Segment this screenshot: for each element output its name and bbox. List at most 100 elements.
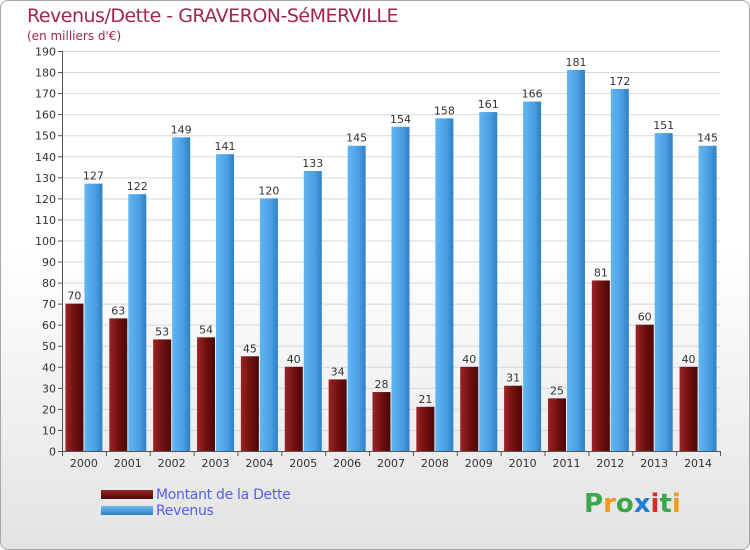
bar-revenus <box>347 145 366 451</box>
x-tick-label: 2001 <box>114 457 142 470</box>
y-tick-label: 70 <box>42 298 56 311</box>
data-label-debt: 28 <box>375 378 389 391</box>
legend-swatch-debt <box>101 490 153 499</box>
y-tick-label: 60 <box>42 319 56 332</box>
bar-debt <box>328 379 347 451</box>
bar-debt <box>197 337 216 451</box>
bar-revenus <box>84 183 103 451</box>
bar-revenus <box>303 171 322 451</box>
bar-debt <box>635 324 654 451</box>
y-tick-label: 110 <box>35 214 56 227</box>
y-tick-label: 160 <box>35 109 56 122</box>
data-label-revenus: 181 <box>565 56 586 69</box>
bar-revenus <box>128 194 147 451</box>
bar-revenus <box>654 133 673 451</box>
bar-revenus <box>479 112 498 451</box>
bar-revenus <box>172 137 191 451</box>
x-tick-label: 2000 <box>70 457 98 470</box>
y-tick-label: 100 <box>35 235 56 248</box>
logo-letter: x <box>633 489 651 519</box>
data-label-debt: 40 <box>287 353 301 366</box>
x-tick-label: 2007 <box>377 457 405 470</box>
data-label-debt: 60 <box>638 311 652 324</box>
logo-letter: P <box>584 489 604 519</box>
bar-debt <box>284 366 303 451</box>
gridlines <box>62 51 720 452</box>
data-label-revenus: 145 <box>697 132 718 145</box>
data-label-debt: 34 <box>331 365 345 378</box>
data-label-revenus: 151 <box>653 119 674 132</box>
x-tick-label: 2008 <box>421 457 449 470</box>
bar-revenus <box>391 126 410 451</box>
bar-debt <box>504 385 523 451</box>
data-label-revenus: 122 <box>127 180 148 193</box>
bar-revenus <box>523 101 542 452</box>
chart-subtitle: (en milliers d'€) <box>27 29 122 43</box>
bar-debt <box>109 318 128 451</box>
data-label-debt: 81 <box>594 266 608 279</box>
logo-letter: r <box>603 489 616 519</box>
data-label-revenus: 149 <box>171 123 192 136</box>
data-label-debt: 70 <box>67 290 81 303</box>
bar-debt <box>547 398 566 451</box>
data-label-debt: 21 <box>418 393 432 406</box>
y-tick-label: 180 <box>35 67 56 80</box>
y-tick-label: 40 <box>42 361 56 374</box>
bar-debt <box>65 303 84 451</box>
x-tick-label: 2011 <box>552 457 580 470</box>
logo-letter: o <box>615 489 634 519</box>
y-tick-label: 80 <box>42 277 56 290</box>
data-label-revenus: 133 <box>302 157 323 170</box>
data-label-revenus: 154 <box>390 113 411 126</box>
data-label-debt: 63 <box>111 304 125 317</box>
logo-letter: i <box>671 489 681 519</box>
y-tick-label: 130 <box>35 172 56 185</box>
data-label-revenus: 127 <box>83 170 104 183</box>
y-tick-label: 20 <box>42 403 56 416</box>
data-labels: 70 127 63 122 53 149 54 141 45 120 40 133 34 145 28 154… <box>67 56 718 406</box>
proxiti-logo[interactable]: Proxiti <box>584 489 681 519</box>
x-tick-label: 2002 <box>158 457 186 470</box>
data-label-revenus: 161 <box>478 98 499 111</box>
y-tick-label: 120 <box>35 193 56 206</box>
x-tick-label: 2012 <box>596 457 624 470</box>
y-tick-label: 10 <box>42 424 56 437</box>
x-tick-label: 2009 <box>465 457 493 470</box>
x-tick-label: 2013 <box>640 457 668 470</box>
bar-debt <box>240 356 259 451</box>
data-label-debt: 25 <box>550 384 564 397</box>
logo-letter: i <box>650 489 660 519</box>
data-label-revenus: 158 <box>434 104 455 117</box>
data-label-revenus: 120 <box>258 184 279 197</box>
x-tick-label: 2004 <box>245 457 273 470</box>
y-tick-label: 190 <box>35 46 56 59</box>
bar-debt <box>591 280 610 451</box>
data-label-debt: 40 <box>462 353 476 366</box>
legend-swatch-revenus <box>101 506 153 515</box>
y-tick-label: 30 <box>42 382 56 395</box>
y-tick-label: 90 <box>42 256 56 269</box>
y-tick-label: 140 <box>35 151 56 164</box>
bar-revenus <box>259 198 278 451</box>
bars <box>65 69 717 452</box>
y-tick-label: 50 <box>42 340 56 353</box>
x-tick-label: 2014 <box>684 457 712 470</box>
logo-letter: t <box>659 489 672 519</box>
data-label-debt: 31 <box>506 372 520 385</box>
data-label-revenus: 145 <box>346 132 367 145</box>
bar-revenus <box>435 118 454 452</box>
bar-debt <box>460 366 479 451</box>
x-tick-label: 2003 <box>202 457 230 470</box>
x-tick-label: 2005 <box>289 457 317 470</box>
x-tick-label: 2010 <box>509 457 537 470</box>
bar-debt <box>679 366 698 451</box>
data-label-debt: 45 <box>243 342 257 355</box>
bar-debt <box>153 339 172 451</box>
data-label-debt: 54 <box>199 323 213 336</box>
data-label-revenus: 141 <box>215 140 236 153</box>
bar-revenus <box>566 69 585 452</box>
data-label-revenus: 166 <box>522 88 543 101</box>
x-tick-label: 2006 <box>333 457 361 470</box>
